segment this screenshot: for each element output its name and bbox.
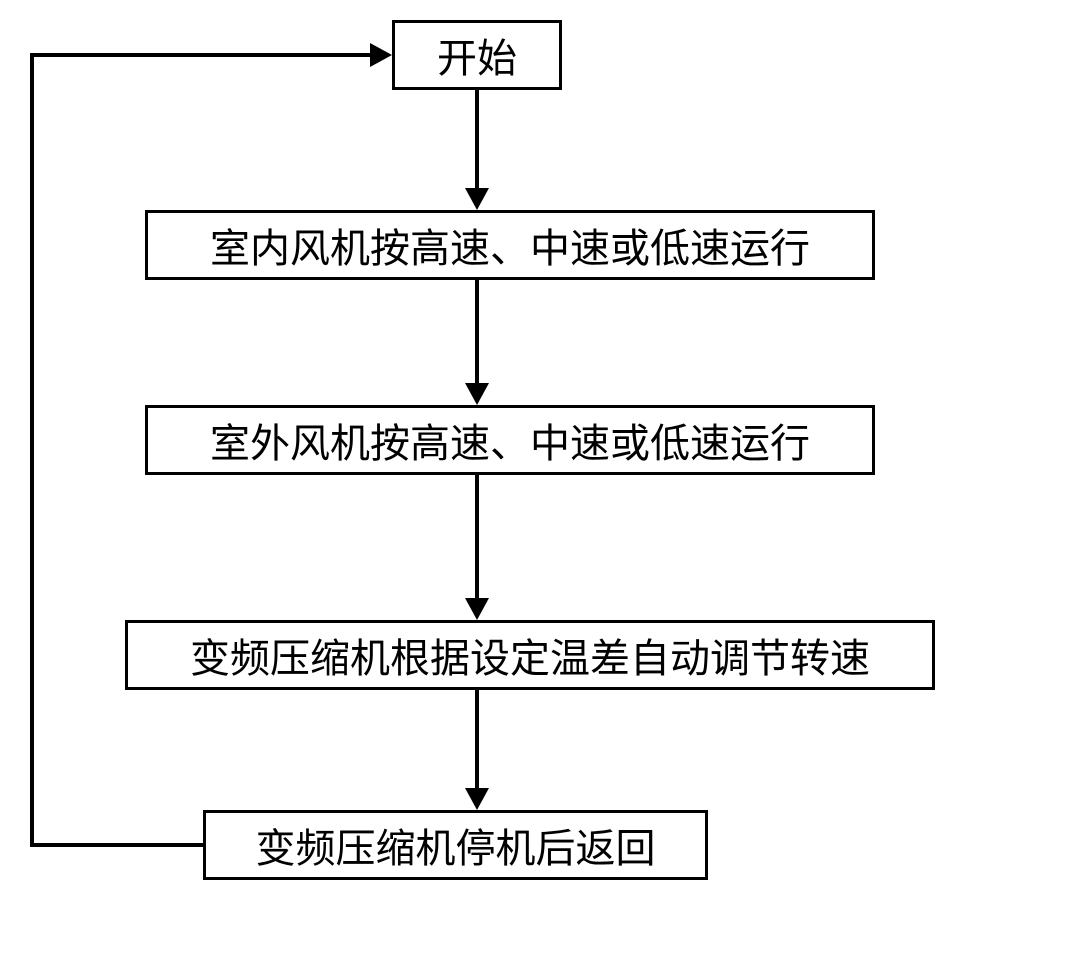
arrow-4-head	[465, 788, 489, 810]
node-compressor-adjust: 变频压缩机根据设定温差自动调节转速	[125, 620, 935, 690]
node-indoor-fan: 室内风机按高速、中速或低速运行	[145, 210, 875, 280]
arrow-3-head	[465, 598, 489, 620]
node-outdoor-fan-label: 室外风机按高速、中速或低速运行	[210, 411, 810, 469]
feedback-arrow-head	[370, 43, 392, 67]
arrow-3-line	[475, 475, 479, 600]
node-outdoor-fan: 室外风机按高速、中速或低速运行	[145, 405, 875, 475]
node-compressor-adjust-label: 变频压缩机根据设定温差自动调节转速	[190, 626, 870, 684]
node-compressor-return-label: 变频压缩机停机后返回	[256, 816, 656, 874]
feedback-line-3	[30, 53, 372, 57]
node-start: 开始	[392, 20, 562, 90]
feedback-line-2	[30, 53, 34, 847]
arrow-1-line	[475, 90, 479, 190]
flowchart-container: 开始 室内风机按高速、中速或低速运行 室外风机按高速、中速或低速运行 变频压缩机…	[0, 0, 1075, 960]
feedback-line-1	[30, 843, 203, 847]
node-start-label: 开始	[437, 26, 517, 84]
node-indoor-fan-label: 室内风机按高速、中速或低速运行	[210, 216, 810, 274]
node-compressor-return: 变频压缩机停机后返回	[203, 810, 708, 880]
arrow-2-head	[465, 383, 489, 405]
arrow-2-line	[475, 280, 479, 385]
arrow-4-line	[475, 690, 479, 790]
arrow-1-head	[465, 188, 489, 210]
